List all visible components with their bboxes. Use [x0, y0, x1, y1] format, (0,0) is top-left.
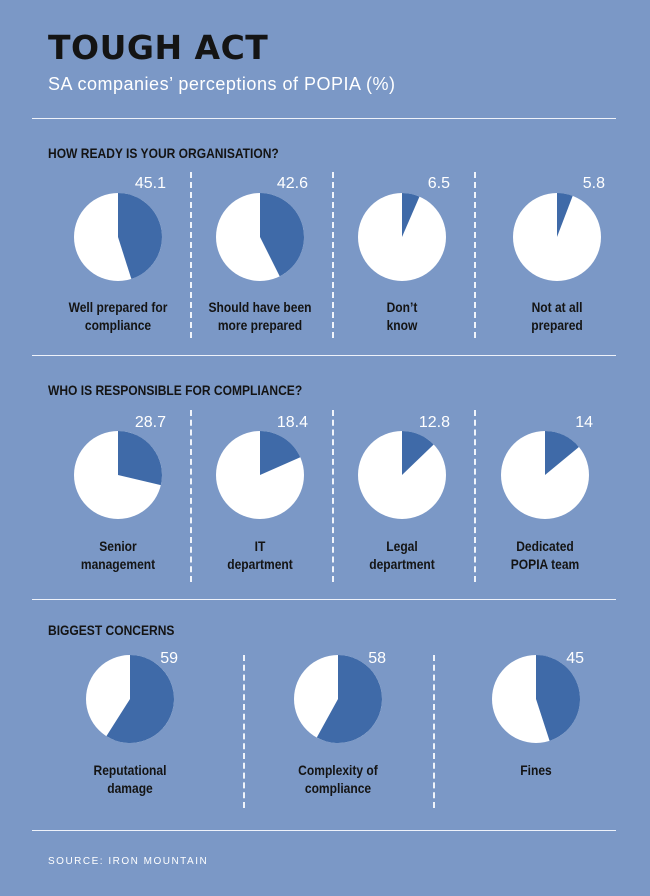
column-separator — [433, 655, 435, 808]
category-label: Legal department — [338, 537, 467, 573]
category-label-line: POPIA team — [510, 556, 580, 572]
category-label-line: Dedicated — [516, 538, 574, 554]
section-title-responsibility: WHO IS RESPONSIBLE FOR COMPLIANCE? — [48, 382, 303, 398]
category-label: Senior management — [54, 537, 183, 573]
category-label-line: management — [80, 556, 156, 572]
pie-slice — [545, 431, 579, 475]
data-label: 59 — [160, 650, 178, 667]
category-label: Fines — [472, 761, 601, 779]
pie-slice — [557, 193, 573, 237]
source-note: SOURCE: IRON MOUNTAIN — [48, 856, 209, 867]
category-label-line: Fines — [520, 762, 552, 778]
category-label-line: Don’t — [386, 299, 418, 315]
column-separator — [190, 410, 192, 582]
category-label-line: damage — [107, 780, 153, 796]
category-label-line: compliance — [84, 317, 152, 333]
page-title: TOUGH ACT — [48, 28, 269, 67]
pie-slice — [118, 193, 162, 279]
pie-slice — [402, 431, 434, 475]
section-title-readiness: HOW READY IS YOUR ORGANISATION? — [48, 145, 279, 161]
data-label: 28.7 — [134, 414, 166, 431]
data-label: 12.8 — [418, 414, 450, 431]
category-label-line: Senior — [99, 538, 137, 554]
divider — [32, 830, 616, 831]
column-separator — [190, 172, 192, 338]
pie-slice — [402, 193, 420, 237]
category-label-line: department — [227, 556, 293, 572]
category-label-line: know — [386, 317, 418, 333]
section-title-concerns: BIGGEST CONCERNS — [48, 622, 175, 638]
pie-slice — [536, 655, 581, 741]
column-separator — [243, 655, 245, 808]
category-label: Reputational damage — [66, 761, 195, 797]
category-label: Dedicated POPIA team — [481, 537, 610, 573]
pie-slice — [260, 430, 301, 475]
category-label: Don’t know — [338, 298, 467, 334]
data-label: 42.6 — [276, 175, 308, 192]
data-label: 18.4 — [276, 414, 308, 431]
column-separator — [332, 410, 334, 582]
category-label: Well prepared for compliance — [54, 298, 183, 334]
pie-slice — [316, 655, 382, 743]
category-label: Should have been more prepared — [196, 298, 325, 334]
column-separator — [474, 410, 476, 582]
page-subtitle: SA companies’ perceptions of POPIA (%) — [48, 74, 396, 94]
divider — [32, 118, 616, 119]
divider — [32, 355, 616, 356]
column-separator — [332, 172, 334, 338]
category-label-line: prepared — [531, 317, 583, 333]
category-label-line: Legal — [386, 538, 418, 554]
data-label: 58 — [368, 650, 386, 667]
category-label-line: Not at all — [531, 299, 583, 315]
data-label: 14 — [575, 414, 593, 431]
data-label: 6.5 — [427, 175, 450, 192]
pie-slice — [260, 193, 305, 277]
category-label: Complexity of compliance — [274, 761, 403, 797]
category-label-line: Complexity of — [298, 762, 378, 778]
column-separator — [474, 172, 476, 338]
category-label-line: Well prepared for — [68, 299, 168, 315]
data-label: 45.1 — [134, 175, 166, 192]
category-label-line: IT — [254, 538, 266, 554]
category-label-line: compliance — [304, 780, 372, 796]
category-label: IT department — [196, 537, 325, 573]
divider — [32, 599, 616, 600]
category-label-line: Reputational — [93, 762, 167, 778]
pie-slice — [118, 431, 163, 486]
category-label-line: more prepared — [217, 317, 303, 333]
data-label: 5.8 — [582, 175, 605, 192]
pie-slice — [106, 655, 174, 744]
data-label: 45 — [566, 650, 584, 667]
category-label: Not at all prepared — [493, 298, 622, 334]
category-label-line: Should have been — [208, 299, 312, 315]
category-label-line: department — [369, 556, 435, 572]
